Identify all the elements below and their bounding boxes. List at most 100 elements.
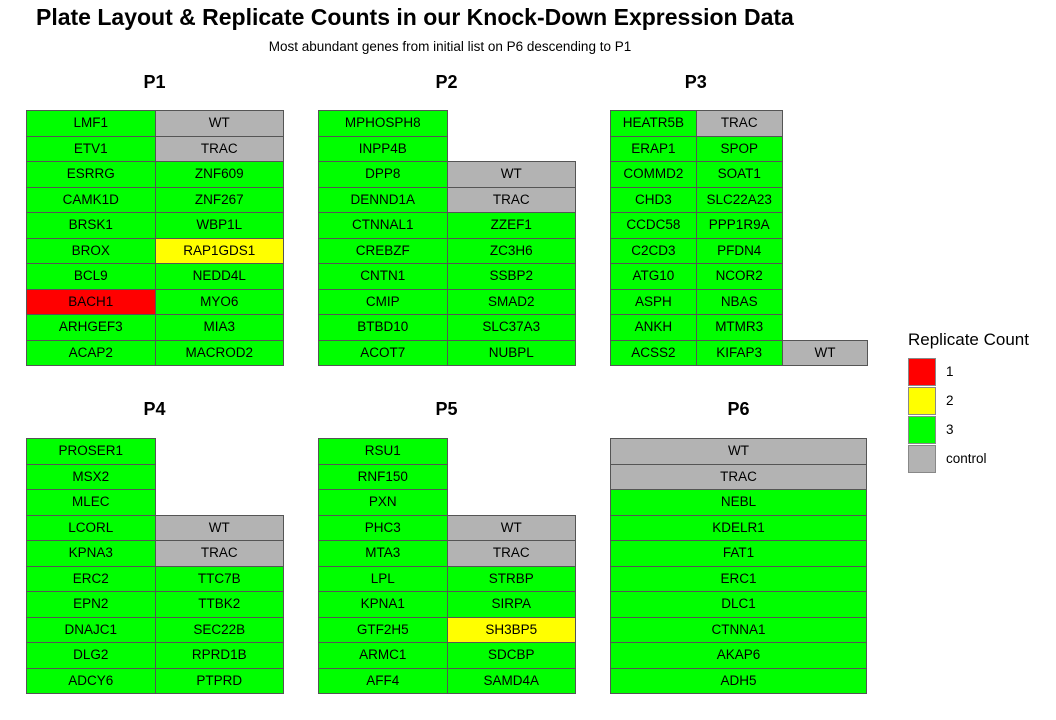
plate-well-p2-ctnnal1: CTNNAL1 bbox=[318, 212, 448, 239]
plate-well-p3-soat1: SOAT1 bbox=[695, 161, 783, 188]
plate-well-p3-acss2: ACSS2 bbox=[610, 339, 697, 366]
plate-well-p4-rprd1b: RPRD1B bbox=[154, 642, 284, 669]
plate-well-p2-acot7: ACOT7 bbox=[318, 339, 448, 366]
legend-label: 1 bbox=[946, 364, 954, 379]
plate-well-p5-gtf2h5: GTF2H5 bbox=[318, 616, 448, 643]
plate-well-p2-smad2: SMAD2 bbox=[446, 288, 576, 315]
legend-label: 3 bbox=[946, 422, 954, 437]
plate-well-p4-dlg2: DLG2 bbox=[26, 642, 156, 669]
plate-well-p5-wt: WT bbox=[446, 514, 576, 541]
plate-well-p6-adh5: ADH5 bbox=[610, 667, 867, 694]
plate-well-p1-bach1: BACH1 bbox=[26, 288, 156, 315]
chart-subtitle: Most abundant genes from initial list on… bbox=[268, 39, 632, 54]
plate-well-p2-dennd1a: DENND1A bbox=[318, 186, 448, 213]
plate-well-p6-kdelr1: KDELR1 bbox=[610, 514, 867, 541]
legend-swatch bbox=[908, 445, 936, 473]
legend-swatch bbox=[908, 416, 936, 444]
plate-well-p6-nebl: NEBL bbox=[610, 489, 867, 516]
legend-swatch bbox=[908, 387, 936, 415]
plate-well-p4-kpna3: KPNA3 bbox=[26, 540, 156, 567]
plate-well-p5-trac: TRAC bbox=[446, 540, 576, 567]
plate-well-p6-akap6: AKAP6 bbox=[610, 642, 867, 669]
plate-well-p1-wbp1l: WBP1L bbox=[154, 212, 284, 239]
plate-well-p2-nubpl: NUBPL bbox=[446, 339, 576, 366]
plate-well-p1-trac: TRAC bbox=[154, 135, 284, 162]
plate-well-p5-aff4: AFF4 bbox=[318, 667, 448, 694]
plate-well-p1-camk1d: CAMK1D bbox=[26, 186, 156, 213]
plate-well-p1-macrod2: MACROD2 bbox=[154, 339, 284, 366]
plate-well-p6-erc1: ERC1 bbox=[610, 565, 867, 592]
plate-well-p1-acap2: ACAP2 bbox=[26, 339, 156, 366]
legend-title: Replicate Count bbox=[908, 330, 1029, 349]
plate-well-p4-lcorl: LCORL bbox=[26, 514, 156, 541]
plate-well-p3-wt: WT bbox=[781, 339, 869, 366]
plate-well-p1-mia3: MIA3 bbox=[154, 314, 284, 341]
plate-well-p6-trac: TRAC bbox=[610, 463, 867, 490]
plate-well-p4-msx2: MSX2 bbox=[26, 463, 156, 490]
plate-well-p4-adcy6: ADCY6 bbox=[26, 667, 156, 694]
plate-well-p6-fat1: FAT1 bbox=[610, 540, 867, 567]
legend-swatch bbox=[908, 358, 936, 386]
plate-well-p3-chd3: CHD3 bbox=[610, 186, 697, 213]
legend: Replicate Count 1 2 3 control bbox=[908, 330, 1029, 473]
plate-well-p1-arhgef3: ARHGEF3 bbox=[26, 314, 156, 341]
plate-well-p6-wt: WT bbox=[610, 438, 867, 465]
plate-well-p2-btbd10: BTBD10 bbox=[318, 314, 448, 341]
legend-label: control bbox=[946, 451, 987, 466]
plate-well-p5-rnf150: RNF150 bbox=[318, 463, 448, 490]
plate-well-p5-sdcbp: SDCBP bbox=[446, 642, 576, 669]
plate-well-p5-lpl: LPL bbox=[318, 565, 448, 592]
plate-well-p3-spop: SPOP bbox=[695, 135, 783, 162]
plate-well-p3-erap1: ERAP1 bbox=[610, 135, 697, 162]
plate-well-p5-sirpa: SIRPA bbox=[446, 591, 576, 618]
plate-title-p2: P2 bbox=[435, 72, 458, 92]
plate-well-p1-znf609: ZNF609 bbox=[154, 161, 284, 188]
plate-well-p4-dnajc1: DNAJC1 bbox=[26, 616, 156, 643]
plate-well-p3-atg10: ATG10 bbox=[610, 263, 697, 290]
plate-well-p5-phc3: PHC3 bbox=[318, 514, 448, 541]
plate-well-p2-ssbp2: SSBP2 bbox=[446, 263, 576, 290]
plate-well-p3-ppp1r9a: PPP1R9A bbox=[695, 212, 783, 239]
plate-well-p4-trac: TRAC bbox=[154, 540, 284, 567]
plate-well-p1-lmf1: LMF1 bbox=[26, 110, 156, 137]
plate-well-p1-nedd4l: NEDD4L bbox=[154, 263, 284, 290]
plate-well-p5-kpna1: KPNA1 bbox=[318, 591, 448, 618]
plate-well-p5-strbp: STRBP bbox=[446, 565, 576, 592]
plate-well-p4-epn2: EPN2 bbox=[26, 591, 156, 618]
plate-well-p1-rap1gds1: RAP1GDS1 bbox=[154, 237, 284, 264]
plate-well-p3-pfdn4: PFDN4 bbox=[695, 237, 783, 264]
plate-well-p2-slc37a3: SLC37A3 bbox=[446, 314, 576, 341]
plate-well-p5-sh3bp5: SH3BP5 bbox=[446, 616, 576, 643]
legend-label: 2 bbox=[946, 393, 954, 408]
plate-well-p6-dlc1: DLC1 bbox=[610, 591, 867, 618]
plate-well-p3-slc22a23: SLC22A23 bbox=[695, 186, 783, 213]
plate-well-p4-mlec: MLEC bbox=[26, 489, 156, 516]
plate-well-p6-ctnna1: CTNNA1 bbox=[610, 616, 867, 643]
plate-well-p1-etv1: ETV1 bbox=[26, 135, 156, 162]
plate-well-p3-nbas: NBAS bbox=[695, 288, 783, 315]
plate-well-p2-wt: WT bbox=[446, 161, 576, 188]
plate-title-p5: P5 bbox=[435, 399, 458, 419]
plate-well-p3-trac: TRAC bbox=[695, 110, 783, 137]
plate-title-p1: P1 bbox=[143, 72, 166, 92]
plate-well-p1-brox: BROX bbox=[26, 237, 156, 264]
plate-well-p1-bcl9: BCL9 bbox=[26, 263, 156, 290]
plate-well-p5-rsu1: RSU1 bbox=[318, 438, 448, 465]
plate-well-p2-cntn1: CNTN1 bbox=[318, 263, 448, 290]
plate-well-p4-ttbk2: TTBK2 bbox=[154, 591, 284, 618]
plate-well-p5-armc1: ARMC1 bbox=[318, 642, 448, 669]
plate-well-p3-mtmr3: MTMR3 bbox=[695, 314, 783, 341]
plate-well-p3-kifap3: KIFAP3 bbox=[695, 339, 783, 366]
plate-well-p1-wt: WT bbox=[154, 110, 284, 137]
plate-well-p4-ptprd: PTPRD bbox=[154, 667, 284, 694]
plate-well-p1-esrrg: ESRRG bbox=[26, 161, 156, 188]
plate-well-p4-sec22b: SEC22B bbox=[154, 616, 284, 643]
plate-well-p3-commd2: COMMD2 bbox=[610, 161, 697, 188]
plate-well-p5-mta3: MTA3 bbox=[318, 540, 448, 567]
plate-well-p5-samd4a: SAMD4A bbox=[446, 667, 576, 694]
plate-well-p1-brsk1: BRSK1 bbox=[26, 212, 156, 239]
plate-well-p3-heatr5b: HEATR5B bbox=[610, 110, 697, 137]
plate-well-p1-znf267: ZNF267 bbox=[154, 186, 284, 213]
plate-well-p4-erc2: ERC2 bbox=[26, 565, 156, 592]
plate-well-p2-inpp4b: INPP4B bbox=[318, 135, 448, 162]
